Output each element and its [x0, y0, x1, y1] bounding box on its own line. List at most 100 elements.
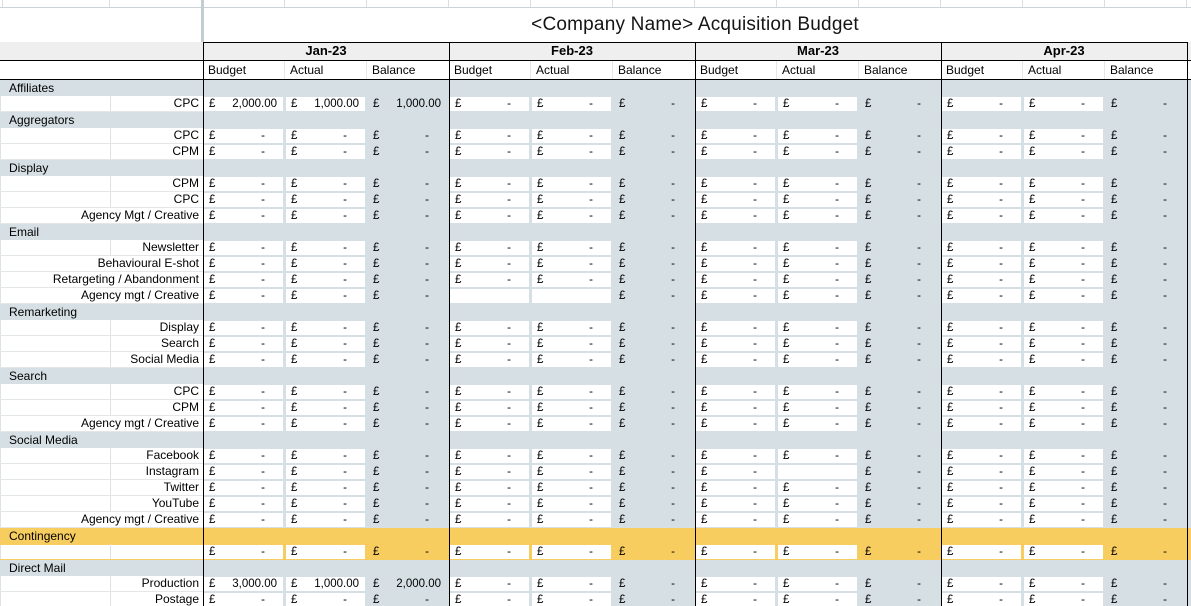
grid-cell[interactable] [613, 0, 695, 7]
cell-budget[interactable]: £ - [203, 144, 285, 160]
cell-actual[interactable]: £ - [285, 400, 367, 416]
cell-balance[interactable]: £ - [613, 176, 695, 192]
cell-actual[interactable]: £1,000.00 [285, 96, 367, 112]
cell-actual[interactable]: £ - [777, 144, 859, 160]
cell-actual[interactable]: £ - [285, 144, 367, 160]
cell-budget[interactable]: £ - [203, 512, 285, 528]
cell-actual[interactable]: £ - [1023, 128, 1105, 144]
cell-actual[interactable]: £ - [285, 416, 367, 432]
cell-balance[interactable]: £ - [1105, 576, 1187, 592]
cell-actual[interactable]: £ - [1023, 144, 1105, 160]
cell-balance[interactable]: £ - [367, 352, 449, 368]
column-header-actual[interactable]: Actual [531, 61, 613, 79]
cell-balance[interactable]: £ - [367, 128, 449, 144]
cell-balance[interactable]: £ - [613, 320, 695, 336]
cell-budget[interactable]: £ - [941, 128, 1023, 144]
row-label[interactable]: Facebook [0, 448, 203, 464]
section-label[interactable]: Affiliates [9, 81, 55, 95]
cell-balance[interactable]: £ - [367, 192, 449, 208]
cell-actual[interactable]: £ - [1023, 592, 1105, 606]
cell-actual[interactable]: £ - [531, 448, 613, 464]
cell-actual[interactable]: £ - [777, 256, 859, 272]
cell-budget[interactable]: £ - [449, 544, 531, 560]
section-label[interactable]: Aggregators [9, 113, 75, 127]
cell-actual[interactable]: £ - [1023, 512, 1105, 528]
cell-budget[interactable]: £ - [203, 384, 285, 400]
cell-actual[interactable]: £ - [1023, 384, 1105, 400]
cell-budget[interactable]: £ - [695, 144, 777, 160]
cell-balance[interactable]: £ - [1105, 544, 1187, 560]
cell-balance[interactable]: £ - [1105, 448, 1187, 464]
cell-actual[interactable]: £ - [531, 192, 613, 208]
cell-budget[interactable]: £ - [695, 384, 777, 400]
cell-balance[interactable]: £ - [1105, 592, 1187, 606]
cell-budget[interactable]: £ - [203, 336, 285, 352]
cell-balance[interactable]: £ - [1105, 320, 1187, 336]
cell-budget[interactable]: £ - [941, 448, 1023, 464]
row-label[interactable]: Behavioural E-shot [0, 256, 203, 272]
cell-actual[interactable]: £ - [531, 240, 613, 256]
cell-actual[interactable]: £ - [777, 416, 859, 432]
cell-budget[interactable]: £ - [695, 240, 777, 256]
cell-balance[interactable]: £ - [859, 576, 941, 592]
cell-budget[interactable]: £ - [941, 288, 1023, 304]
month-header-jan-23[interactable]: Jan-23 [305, 43, 347, 58]
cell-actual[interactable]: £ - [285, 448, 367, 464]
cell-actual[interactable]: £ - [1023, 240, 1105, 256]
cell-budget[interactable]: £ - [941, 384, 1023, 400]
cell-budget[interactable]: £2,000.00 [203, 96, 285, 112]
cell-actual[interactable] [777, 464, 859, 480]
cell-actual[interactable]: £ - [531, 496, 613, 512]
cell-budget[interactable]: £ - [449, 352, 531, 368]
cell-actual[interactable]: £ - [531, 176, 613, 192]
cell-balance[interactable]: £ - [859, 128, 941, 144]
cell-balance[interactable]: £ - [367, 384, 449, 400]
cell-balance[interactable]: £ - [859, 144, 941, 160]
cell-balance[interactable]: £ - [613, 464, 695, 480]
grid-cell[interactable] [367, 0, 449, 7]
cell-balance[interactable]: £ - [367, 592, 449, 606]
month-header-apr-23[interactable]: Apr-23 [1043, 43, 1085, 58]
cell-balance[interactable]: £ - [1105, 352, 1187, 368]
cell-actual[interactable]: £ - [1023, 208, 1105, 224]
row-label[interactable]: Postage [0, 592, 203, 606]
cell-budget[interactable]: £ - [203, 464, 285, 480]
cell-balance[interactable]: £ - [859, 96, 941, 112]
cell-balance[interactable]: £ - [1105, 496, 1187, 512]
cell-actual[interactable]: £ - [285, 128, 367, 144]
cell-balance[interactable]: £ - [1105, 512, 1187, 528]
section-label[interactable]: Direct Mail [9, 561, 66, 575]
cell-budget[interactable]: £ - [203, 448, 285, 464]
cell-balance[interactable]: £ - [367, 416, 449, 432]
cell-balance[interactable]: £ - [367, 288, 449, 304]
cell-balance[interactable]: £ - [367, 400, 449, 416]
row-label[interactable]: Agency mgt / Creative [0, 288, 203, 304]
cell-budget[interactable]: £ - [695, 512, 777, 528]
section-label[interactable]: Search [9, 369, 48, 383]
cell-balance[interactable]: £ - [613, 272, 695, 288]
cell-actual[interactable]: £ - [531, 96, 613, 112]
cell-actual[interactable]: £ - [1023, 320, 1105, 336]
row-label[interactable]: Social Media [0, 352, 203, 368]
cell-balance[interactable]: £ - [613, 512, 695, 528]
cell-actual[interactable]: £ - [531, 272, 613, 288]
cell-balance[interactable]: £ - [1105, 416, 1187, 432]
cell-actual[interactable]: £ - [1023, 464, 1105, 480]
cell-actual[interactable]: £ - [285, 320, 367, 336]
cell-budget[interactable]: £ - [449, 256, 531, 272]
cell-actual[interactable]: £ - [531, 208, 613, 224]
cell-actual[interactable]: £ - [531, 336, 613, 352]
cell-budget[interactable]: £ - [449, 496, 531, 512]
cell-actual[interactable]: £ - [531, 144, 613, 160]
cell-budget[interactable]: £ - [695, 176, 777, 192]
cell-actual[interactable]: £ - [777, 400, 859, 416]
row-label[interactable]: Agency mgt / Creative [0, 512, 203, 528]
column-header-balance[interactable]: Balance [1110, 63, 1154, 77]
cell-actual[interactable]: £ - [777, 576, 859, 592]
cell-budget[interactable]: £ - [941, 592, 1023, 606]
cell-balance[interactable]: £ - [613, 144, 695, 160]
row-label[interactable]: Newsletter [0, 240, 203, 256]
cell-actual[interactable]: £ - [285, 496, 367, 512]
cell-budget[interactable]: £ - [941, 336, 1023, 352]
cell-budget[interactable]: £ - [941, 416, 1023, 432]
